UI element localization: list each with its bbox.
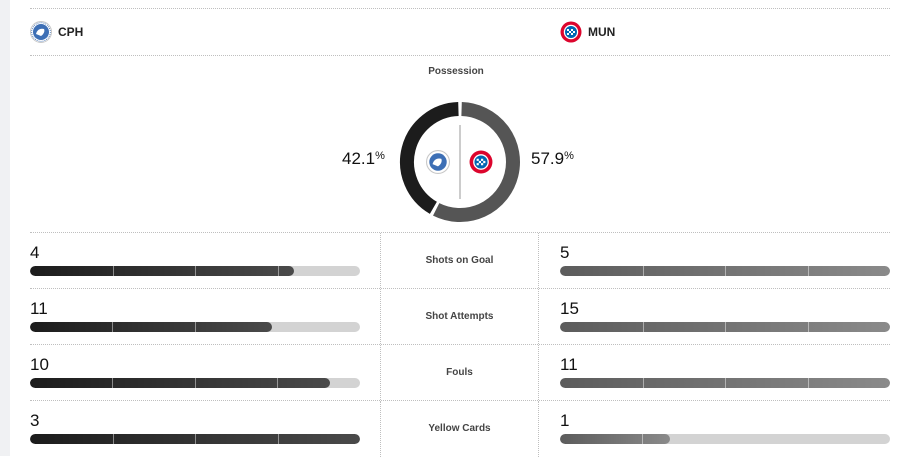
row-divider: [380, 289, 381, 344]
row-divider: [380, 401, 381, 457]
possession-donut: [399, 101, 521, 223]
stats-table: 4 Shots on Goal 5 11 Shot Attempts 15 10…: [30, 232, 890, 457]
bar-segment-tick: [112, 266, 114, 276]
teams-header: CPH MUN: [30, 8, 890, 56]
bar-segment-tick: [642, 322, 644, 332]
stat-row-shot-attempts: 11 Shot Attempts 15: [30, 288, 890, 344]
away-stat-bar-fill: [560, 378, 890, 388]
home-stat-bar-fill: [30, 378, 330, 388]
home-stat-bar-fill: [30, 266, 294, 276]
fc-copenhagen-crest-icon: [426, 150, 450, 174]
stat-label: Shot Attempts: [425, 311, 494, 322]
stat-row-yellow-cards: 3 Yellow Cards 1: [30, 400, 890, 457]
away-stat-value: 5: [560, 243, 570, 262]
bar-segment-tick: [807, 266, 809, 276]
bar-segment-tick: [725, 322, 726, 332]
row-divider: [538, 345, 539, 400]
home-stat-bar: [30, 434, 360, 444]
home-stat-value: 4: [30, 243, 40, 262]
bar-segment-tick: [195, 266, 196, 276]
away-stat-bar: [560, 322, 890, 332]
away-possession-arc: [433, 102, 520, 222]
bar-segment-tick: [112, 322, 114, 332]
away-pct-sign: %: [564, 150, 574, 162]
possession-title: Possession: [428, 66, 484, 77]
bar-segment-tick: [277, 378, 279, 388]
away-stat-value: 11: [560, 355, 578, 374]
bar-segment-tick: [642, 434, 644, 444]
bar-segment-tick: [642, 266, 644, 276]
away-team[interactable]: MUN: [560, 9, 615, 55]
home-pct-sign: %: [375, 150, 385, 162]
home-possession-pct: 42.1%: [342, 149, 385, 169]
bayern-munich-crest-icon: [560, 21, 582, 43]
bar-segment-tick: [725, 266, 726, 276]
bar-segment-tick: [642, 378, 644, 388]
away-stat-value: 15: [560, 299, 579, 318]
bar-segment-tick: [195, 434, 196, 444]
stat-label: Yellow Cards: [428, 423, 491, 434]
row-divider: [538, 401, 539, 457]
home-stat-value: 10: [30, 355, 49, 374]
stat-row-fouls: 10 Fouls 11: [30, 344, 890, 400]
away-stat-bar: [560, 434, 890, 444]
away-stat-bar-fill: [560, 266, 890, 276]
stat-label: Fouls: [446, 367, 473, 378]
row-divider: [380, 345, 381, 400]
bar-segment-tick: [725, 378, 726, 388]
away-stat-bar-fill: [560, 322, 890, 332]
home-stat-bar-fill: [30, 322, 272, 332]
home-team[interactable]: CPH: [30, 9, 83, 55]
row-divider: [538, 233, 539, 288]
away-stat-bar: [560, 266, 890, 276]
row-divider: [538, 289, 539, 344]
home-stat-bar: [30, 322, 360, 332]
home-stat-value: 3: [30, 411, 40, 430]
bar-segment-tick: [112, 434, 114, 444]
home-stat-value: 11: [30, 299, 48, 318]
home-possession-arc: [400, 102, 459, 214]
home-stat-bar: [30, 378, 360, 388]
away-stat-bar: [560, 378, 890, 388]
away-possession-pct: 57.9%: [531, 149, 574, 169]
left-gutter: [0, 0, 10, 456]
bar-segment-tick: [194, 322, 196, 332]
home-stat-bar: [30, 266, 360, 276]
row-divider: [380, 233, 381, 288]
home-team-abbr: CPH: [58, 25, 84, 39]
bayern-munich-crest-icon: [469, 150, 493, 174]
bar-segment-tick: [277, 266, 279, 276]
away-team-abbr: MUN: [588, 25, 616, 39]
away-possession-value: 57.9: [531, 149, 565, 168]
home-stat-bar-fill: [30, 434, 360, 444]
stat-row-shots-on-goal: 4 Shots on Goal 5: [30, 232, 890, 288]
home-possession-value: 42.1: [342, 149, 376, 168]
bar-segment-tick: [807, 322, 809, 332]
fc-copenhagen-crest-icon: [30, 21, 52, 43]
away-stat-bar-fill: [560, 434, 670, 444]
bar-segment-tick: [194, 378, 196, 388]
bar-segment-tick: [807, 378, 809, 388]
bar-segment-tick: [277, 434, 279, 444]
away-stat-value: 1: [560, 411, 570, 430]
stat-label: Shots on Goal: [425, 255, 494, 266]
bar-segment-tick: [112, 378, 114, 388]
